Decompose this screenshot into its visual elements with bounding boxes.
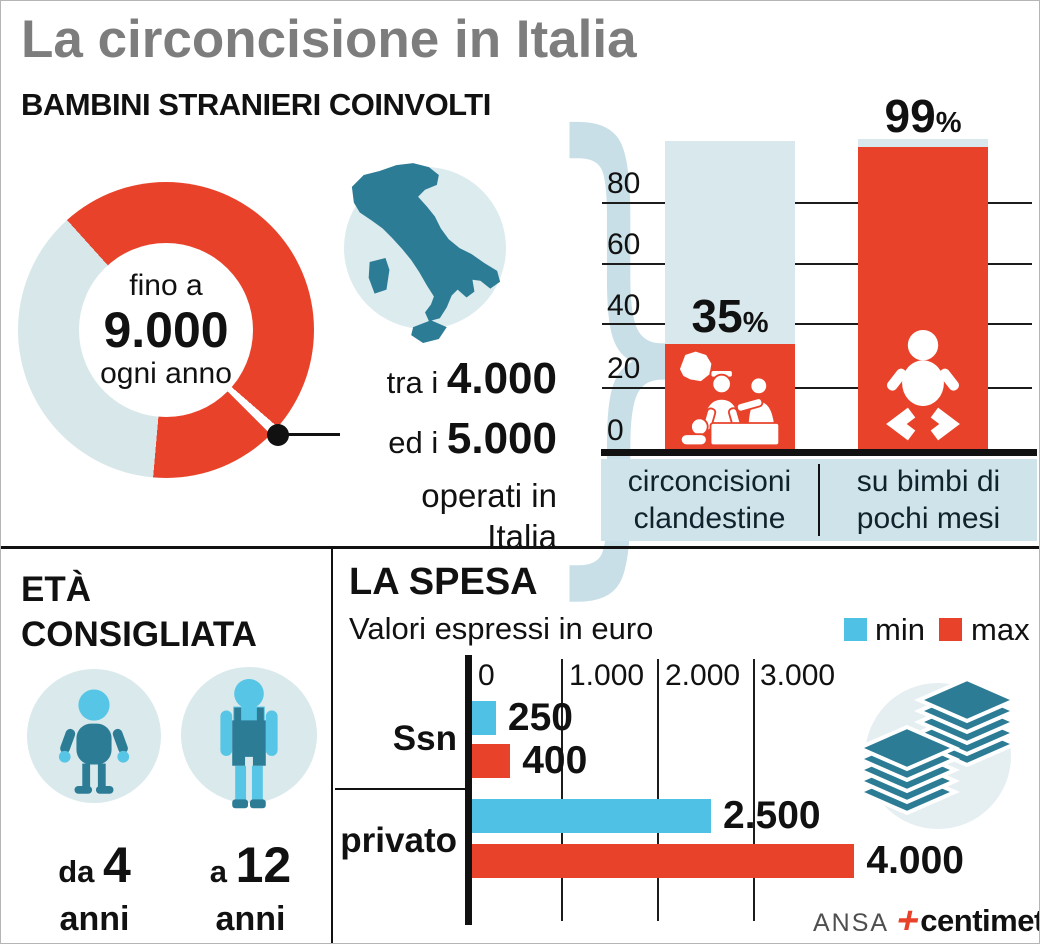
age-label-2: a 12 anni [209, 837, 292, 938]
x-axis-baseline [601, 449, 1037, 456]
donut-center-line1: fino a [129, 269, 203, 302]
track-bar-2 [858, 139, 988, 451]
track-bar-1 [665, 141, 795, 451]
donut-callout-line [278, 433, 340, 436]
spesa-subtitle: Valori espressi in euro [349, 611, 654, 646]
bar-row-privato-max: 4.000 [472, 839, 964, 882]
ytick-20: 20 [607, 352, 641, 385]
donut-chart: fino a 9.000 ogni anno [18, 182, 314, 478]
centimetri-plus-icon: + [892, 900, 924, 942]
section-heading-spesa: LA SPESA [349, 561, 538, 603]
callout-line4: Italia [487, 518, 557, 555]
gridline-2000 [657, 659, 659, 921]
bar-value-privato-max: 4.000 [866, 839, 964, 882]
ytick-60: 60 [607, 228, 641, 261]
bar-ssn-min [472, 701, 496, 735]
bar-ssn-max [472, 744, 511, 778]
callout-line3: operati in [421, 477, 557, 514]
gridline-3000 [753, 659, 755, 921]
xtick-3000: 3.000 [760, 659, 836, 692]
value-label-35: 35% [691, 290, 769, 342]
italy-map-icon [351, 163, 501, 343]
footer-logo: ANSA + centimetri [813, 898, 1039, 942]
xtick-0: 0 [478, 659, 495, 692]
gridline-40 [602, 323, 1032, 325]
ytick-0: 0 [607, 414, 624, 447]
row-separator [335, 788, 466, 790]
category-label-privato: privato [340, 821, 457, 860]
legend-max-label: max [971, 612, 1030, 647]
bar-row-ssn-min: 250 [472, 696, 573, 739]
ytick-80: 80 [607, 167, 641, 200]
bar-value-ssn-max: 400 [522, 739, 588, 782]
bar-value-ssn-min: 250 [507, 696, 573, 739]
centimetri-logo: centimetri [920, 903, 1039, 938]
bar-circoncisioni-clandestine [665, 343, 795, 451]
bar-privato-max [472, 844, 855, 878]
callout-line2-prefix: ed i [388, 425, 447, 460]
horizontal-divider [1, 546, 1039, 549]
section-heading-eta: ETÀ CONSIGLIATA [21, 570, 257, 654]
donut-center-value: 9.000 [103, 302, 229, 358]
bar-privato-min [472, 799, 711, 833]
vertical-divider [331, 549, 333, 943]
bar-row-ssn-max: 400 [472, 739, 588, 782]
child-icon [58, 689, 130, 794]
category-bimbi: su bimbi di pochi mesi [856, 465, 1001, 535]
callout-line2-value: 5.000 [446, 414, 557, 463]
category-label-ssn: Ssn [392, 719, 457, 758]
money-stacks-icon [854, 676, 1020, 816]
category-band: circoncisioni clandestine su bimbi di po… [601, 459, 1037, 541]
xtick-2000: 2.000 [665, 659, 741, 692]
gridline-1000 [561, 659, 563, 921]
ytick-40: 40 [607, 289, 641, 322]
donut-center-line2: ogni anno [100, 357, 232, 390]
category-circoncisioni: circoncisioni clandestine [627, 465, 792, 535]
legend-max-swatch [939, 618, 962, 641]
donut-center-label: fino a 9.000 ogni anno [79, 243, 253, 417]
bar-row-privato-min: 2.500 [472, 794, 821, 837]
legend-min-label: min [875, 612, 925, 647]
bar-su-bimbi [858, 147, 988, 451]
age-label-1: da 4 anni [58, 837, 131, 938]
callout-line1-prefix: tra i [386, 365, 447, 400]
callout-line1-value: 4.000 [446, 354, 557, 403]
boy-icon [220, 678, 278, 809]
gridline-60 [602, 263, 1032, 265]
value-label-99: 99% [884, 90, 962, 142]
y-axis-line [465, 655, 472, 925]
donut-callout-text: tra i 4.000 ed i 5.000 operati in Italia [321, 355, 557, 557]
bar-value-privato-min: 2.500 [723, 794, 821, 837]
surgery-icon [677, 349, 781, 447]
gridline-20 [602, 387, 1032, 389]
ansa-logo: ANSA [813, 909, 890, 937]
xtick-1000: 1.000 [569, 659, 645, 692]
section-heading-bambini: BAMBINI STRANIERI COINVOLTI [21, 87, 491, 122]
category-divider [818, 464, 820, 536]
baby-icon [886, 329, 960, 441]
gridline-80 [602, 202, 1032, 204]
page-title: La circoncisione in Italia [21, 10, 637, 69]
legend-min-swatch [844, 618, 867, 641]
